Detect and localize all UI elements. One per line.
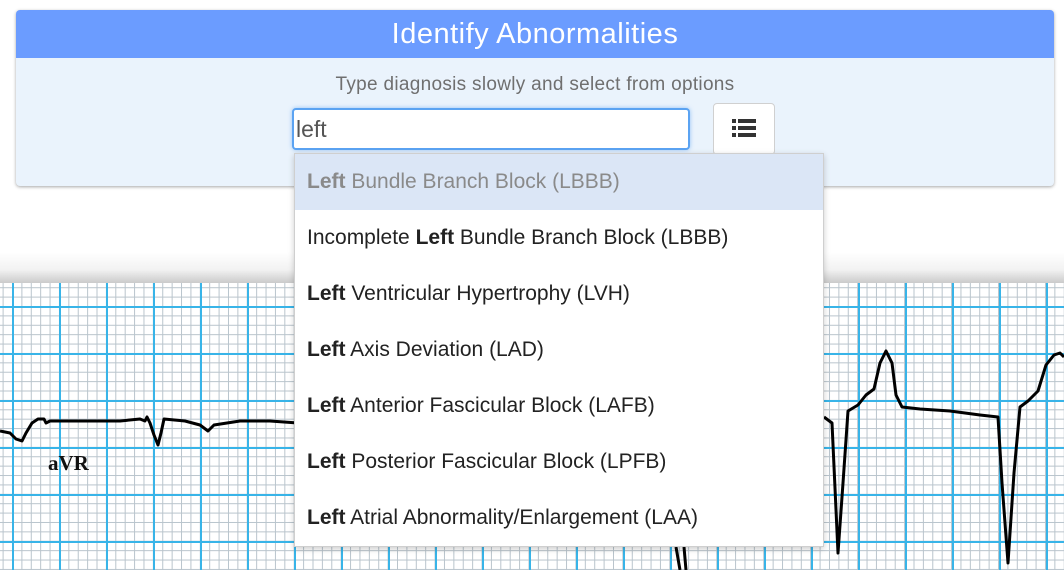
dropdown-option-lbbb[interactable]: Left Bundle Branch Block (LBBB) — [295, 154, 823, 210]
diagnosis-search-input[interactable] — [292, 108, 690, 150]
autocomplete-dropdown: Left Bundle Branch Block (LBBB) Incomple… — [294, 153, 824, 547]
instruction-text: Type diagnosis slowly and select from op… — [335, 74, 735, 95]
panel-title: Identify Abnormalities — [16, 10, 1054, 58]
list-icon — [732, 118, 756, 141]
dropdown-option-lpfb[interactable]: Left Posterior Fascicular Block (LPFB) — [307, 450, 667, 473]
dropdown-option-laa[interactable]: Left Atrial Abnormality/Enlargement (LAA… — [307, 506, 698, 529]
ecg-lead-label: aVR — [48, 451, 89, 475]
ecg-trace — [0, 349, 1064, 570]
dropdown-option-lad[interactable]: Left Axis Deviation (LAD) — [307, 338, 544, 361]
dropdown-option-incomplete-lbbb[interactable]: Incomplete Left Bundle Branch Block (LBB… — [307, 226, 729, 249]
dropdown-option-lafb[interactable]: Left Anterior Fascicular Block (LAFB) — [307, 394, 655, 417]
dropdown-option-lvh[interactable]: Left Ventricular Hypertrophy (LVH) — [307, 282, 630, 305]
show-list-button[interactable] — [713, 103, 775, 155]
identify-panel: Identify Abnormalities Type diagnosis sl… — [16, 10, 1054, 186]
